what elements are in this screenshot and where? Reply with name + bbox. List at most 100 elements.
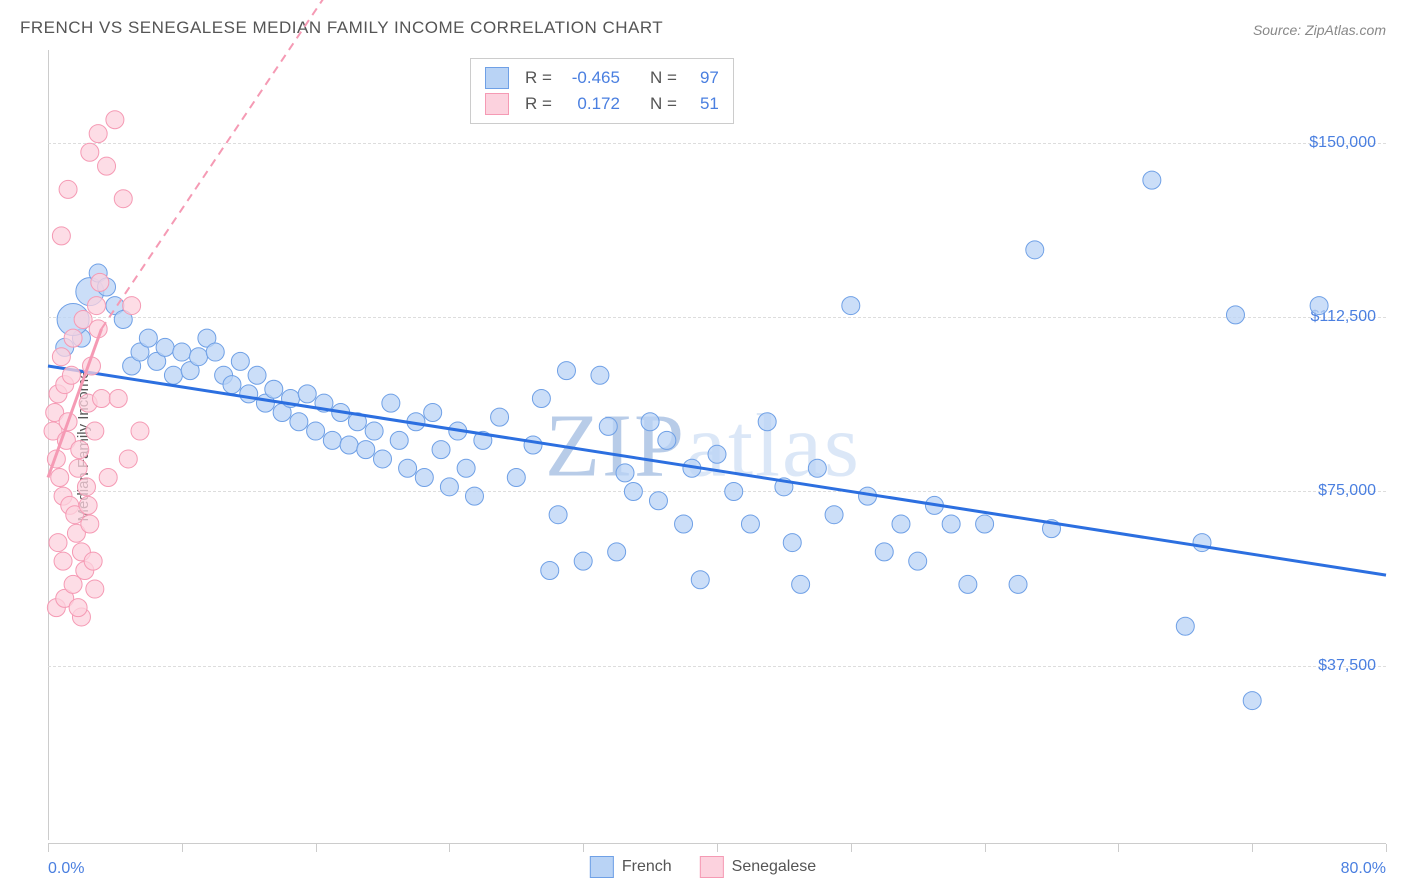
x-tick [316,844,317,852]
data-point [792,575,810,593]
data-point [1143,171,1161,189]
legend-n-label: N = [650,91,677,117]
data-point [223,376,241,394]
data-point [1176,617,1194,635]
data-point [465,487,483,505]
data-point [658,431,676,449]
data-point [875,543,893,561]
data-point [64,575,82,593]
footer-legend-item: French [590,856,672,878]
data-point [808,459,826,477]
data-point [842,297,860,315]
footer-legend-item: Senegalese [700,856,817,878]
data-point [69,599,87,617]
data-point [415,469,433,487]
x-tick [1252,844,1253,852]
data-point [139,329,157,347]
data-point [109,390,127,408]
legend-row: R =0.172N =51 [485,91,719,117]
data-point [424,403,442,421]
data-point [1026,241,1044,259]
footer-legend: French Senegalese [590,856,816,878]
data-point [173,343,191,361]
data-point [290,413,308,431]
chart-svg [48,50,1386,840]
data-point [591,366,609,384]
data-point [758,413,776,431]
data-point [507,469,525,487]
data-point [81,515,99,533]
data-point [88,297,106,315]
data-point [491,408,509,426]
data-point [541,561,559,579]
data-point [549,506,567,524]
data-point [156,338,174,356]
legend-swatch [700,856,724,878]
data-point [616,464,634,482]
data-point [206,343,224,361]
data-point [825,506,843,524]
data-point [77,478,95,496]
data-point [532,390,550,408]
legend-swatch [485,93,509,115]
data-point [89,125,107,143]
data-point [248,366,266,384]
data-point [708,445,726,463]
data-point [399,459,417,477]
trend-line [48,366,1386,575]
x-tick [449,844,450,852]
x-tick [48,844,49,852]
data-point [114,190,132,208]
data-point [54,552,72,570]
legend-r-value: -0.465 [560,65,620,91]
data-point [783,534,801,552]
data-point [52,227,70,245]
data-point [91,273,109,291]
data-point [440,478,458,496]
legend-r-label: R = [525,65,552,91]
data-point [557,362,575,380]
legend-label: Senegalese [732,858,817,875]
data-point [231,352,249,370]
legend-n-label: N = [650,65,677,91]
x-tick [583,844,584,852]
data-point [365,422,383,440]
legend-n-value: 97 [685,65,719,91]
legend-label: French [622,858,672,875]
x-tick [985,844,986,852]
data-point [240,385,258,403]
data-point [79,496,97,514]
data-point [390,431,408,449]
trend-line-extrapolated [102,0,383,329]
x-tick [851,844,852,852]
data-point [374,450,392,468]
data-point [190,348,208,366]
data-point [599,417,617,435]
data-point [86,580,104,598]
data-point [725,482,743,500]
data-point [959,575,977,593]
data-point [340,436,358,454]
stats-legend: R = -0.465 N = 97R =0.172N =51 [470,58,734,124]
data-point [99,469,117,487]
data-point [71,441,89,459]
data-point [81,143,99,161]
legend-row: R = -0.465 N = 97 [485,65,719,91]
data-point [307,422,325,440]
data-point [265,380,283,398]
source-label: Source: ZipAtlas.com [1253,22,1386,38]
legend-swatch [485,67,509,89]
data-point [84,552,102,570]
data-point [1310,297,1328,315]
data-point [976,515,994,533]
data-point [106,111,124,129]
data-point [123,297,141,315]
x-start-label: 0.0% [48,860,84,878]
data-point [942,515,960,533]
data-point [641,413,659,431]
data-point [1193,534,1211,552]
x-tick [1386,844,1387,852]
data-point [649,492,667,510]
data-point [675,515,693,533]
data-point [432,441,450,459]
